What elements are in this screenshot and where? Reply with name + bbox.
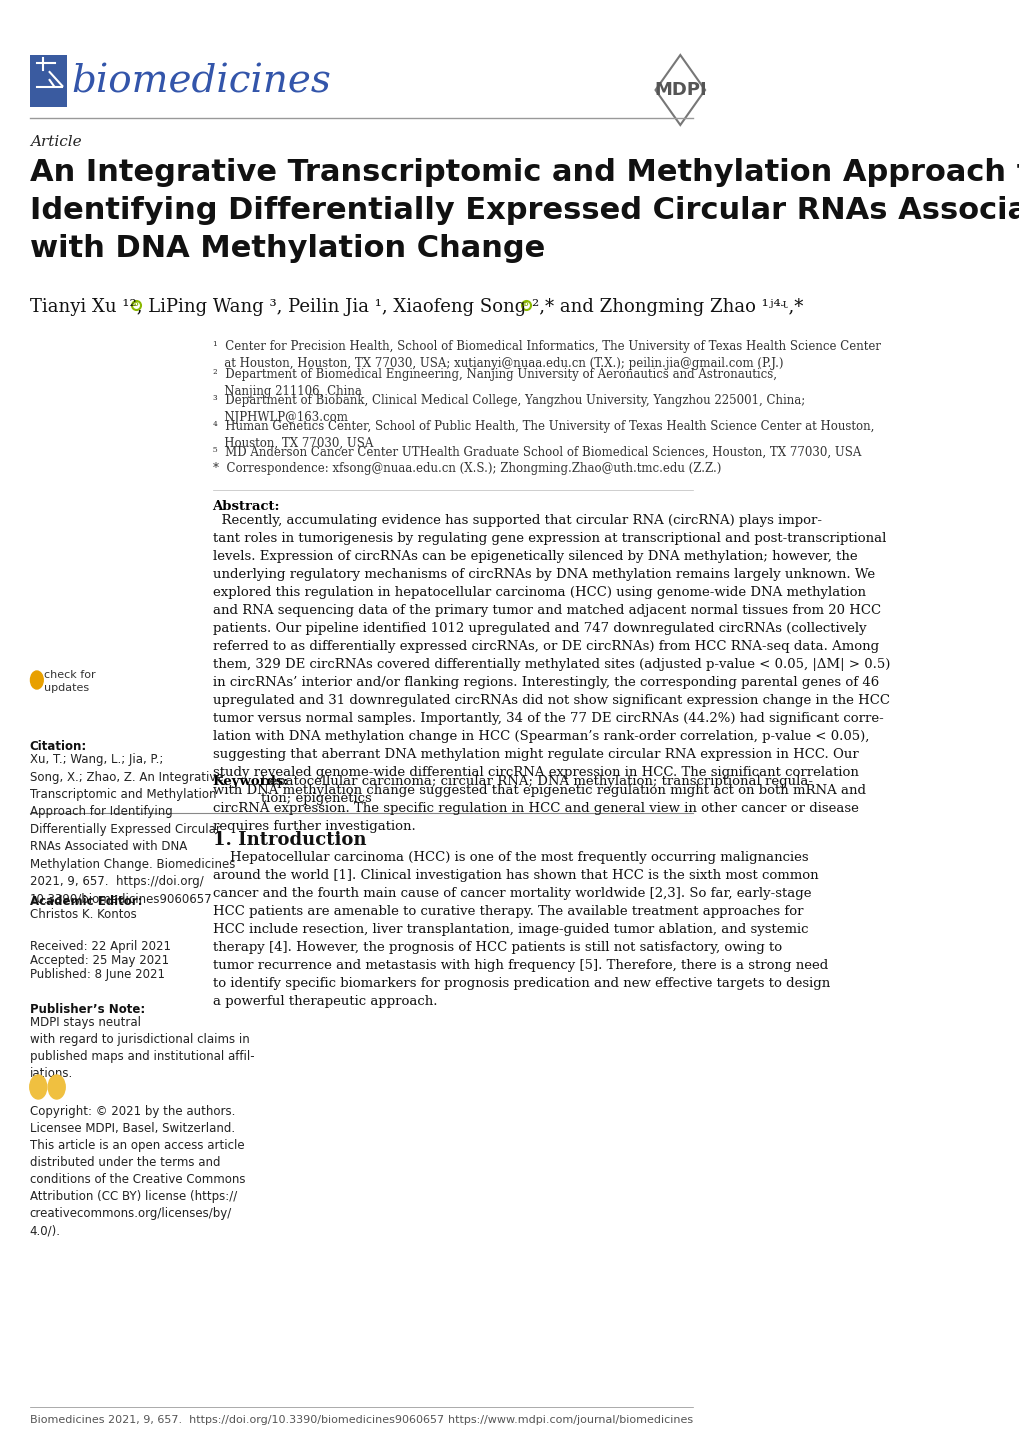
Text: Publisher’s Note:: Publisher’s Note: bbox=[30, 1004, 145, 1017]
Text: Recently, accumulating evidence has supported that circular RNA (circRNA) plays : Recently, accumulating evidence has supp… bbox=[212, 513, 890, 833]
Circle shape bbox=[48, 1074, 65, 1099]
Text: hepatocellular carcinoma; circular RNA; DNA methylation; transcriptional regula-: hepatocellular carcinoma; circular RNA; … bbox=[261, 774, 812, 805]
Text: iD: iD bbox=[132, 303, 140, 307]
Text: ²  Department of Biomedical Engineering, Nanjing University of Aeronautics and A: ² Department of Biomedical Engineering, … bbox=[212, 368, 775, 398]
Text: with DNA Methylation Change: with DNA Methylation Change bbox=[30, 234, 544, 262]
Text: Academic Editor:: Academic Editor: bbox=[30, 895, 142, 908]
Text: Christos K. Kontos: Christos K. Kontos bbox=[30, 908, 137, 921]
Text: Received: 22 April 2021: Received: 22 April 2021 bbox=[30, 940, 170, 953]
Text: Keywords:: Keywords: bbox=[212, 774, 288, 787]
Text: ⁴  Human Genetics Center, School of Public Health, The University of Texas Healt: ⁴ Human Genetics Center, School of Publi… bbox=[212, 420, 873, 450]
Circle shape bbox=[31, 671, 43, 689]
Text: iD: iD bbox=[522, 303, 529, 307]
Circle shape bbox=[30, 1074, 47, 1099]
Text: MDPI: MDPI bbox=[653, 81, 706, 99]
Text: Citation:: Citation: bbox=[30, 740, 87, 753]
Text: *  Correspondence: xfsong@nuaa.edu.cn (X.S.); Zhongming.Zhao@uth.tmc.edu (Z.Z.): * Correspondence: xfsong@nuaa.edu.cn (X.… bbox=[212, 461, 720, 474]
Text: ¹  Center for Precision Health, School of Biomedical Informatics, The University: ¹ Center for Precision Health, School of… bbox=[212, 340, 879, 371]
Text: CC: CC bbox=[33, 1083, 45, 1092]
Text: Abstract:: Abstract: bbox=[212, 500, 280, 513]
Text: Xu, T.; Wang, L.; Jia, P.;
Song, X.; Zhao, Z. An Integrative
Transcriptomic and : Xu, T.; Wang, L.; Jia, P.; Song, X.; Zha… bbox=[30, 753, 235, 906]
Text: https://www.mdpi.com/journal/biomedicines: https://www.mdpi.com/journal/biomedicine… bbox=[447, 1415, 692, 1425]
Text: biomedicines: biomedicines bbox=[70, 63, 330, 101]
Text: Hepatocellular carcinoma (HCC) is one of the most frequently occurring malignanc: Hepatocellular carcinoma (HCC) is one of… bbox=[212, 851, 829, 1008]
Text: check for
updates: check for updates bbox=[44, 671, 96, 694]
Text: 1. Introduction: 1. Introduction bbox=[212, 831, 366, 849]
Text: Copyright: © 2021 by the authors.
Licensee MDPI, Basel, Switzerland.
This articl: Copyright: © 2021 by the authors. Licens… bbox=[30, 1105, 245, 1237]
Text: Biomedicines 2021, 9, 657.  https://doi.org/10.3390/biomedicines9060657: Biomedicines 2021, 9, 657. https://doi.o… bbox=[30, 1415, 443, 1425]
Text: Article: Article bbox=[30, 136, 82, 149]
Text: ³  Department of Biobank, Clinical Medical College, Yangzhou University, Yangzho: ³ Department of Biobank, Clinical Medica… bbox=[212, 394, 804, 424]
Text: ✓: ✓ bbox=[32, 673, 42, 686]
Text: ⁵  MD Anderson Cancer Center UTHealth Graduate School of Biomedical Sciences, Ho: ⁵ MD Anderson Cancer Center UTHealth Gra… bbox=[212, 446, 860, 459]
Text: Identifying Differentially Expressed Circular RNAs Associated: Identifying Differentially Expressed Cir… bbox=[30, 196, 1019, 225]
Text: An Integrative Transcriptomic and Methylation Approach for: An Integrative Transcriptomic and Methyl… bbox=[30, 159, 1019, 187]
Text: Published: 8 June 2021: Published: 8 June 2021 bbox=[30, 968, 165, 981]
FancyBboxPatch shape bbox=[30, 55, 66, 107]
Text: BY: BY bbox=[51, 1083, 62, 1092]
Text: Accepted: 25 May 2021: Accepted: 25 May 2021 bbox=[30, 955, 169, 968]
Text: Tianyi Xu ¹², LiPing Wang ³, Peilin Jia ¹, Xiaofeng Song ²,* and Zhongming Zhao : Tianyi Xu ¹², LiPing Wang ³, Peilin Jia … bbox=[30, 298, 802, 316]
Text: MDPI stays neutral
with regard to jurisdictional claims in
published maps and in: MDPI stays neutral with regard to jurisd… bbox=[30, 1017, 254, 1080]
